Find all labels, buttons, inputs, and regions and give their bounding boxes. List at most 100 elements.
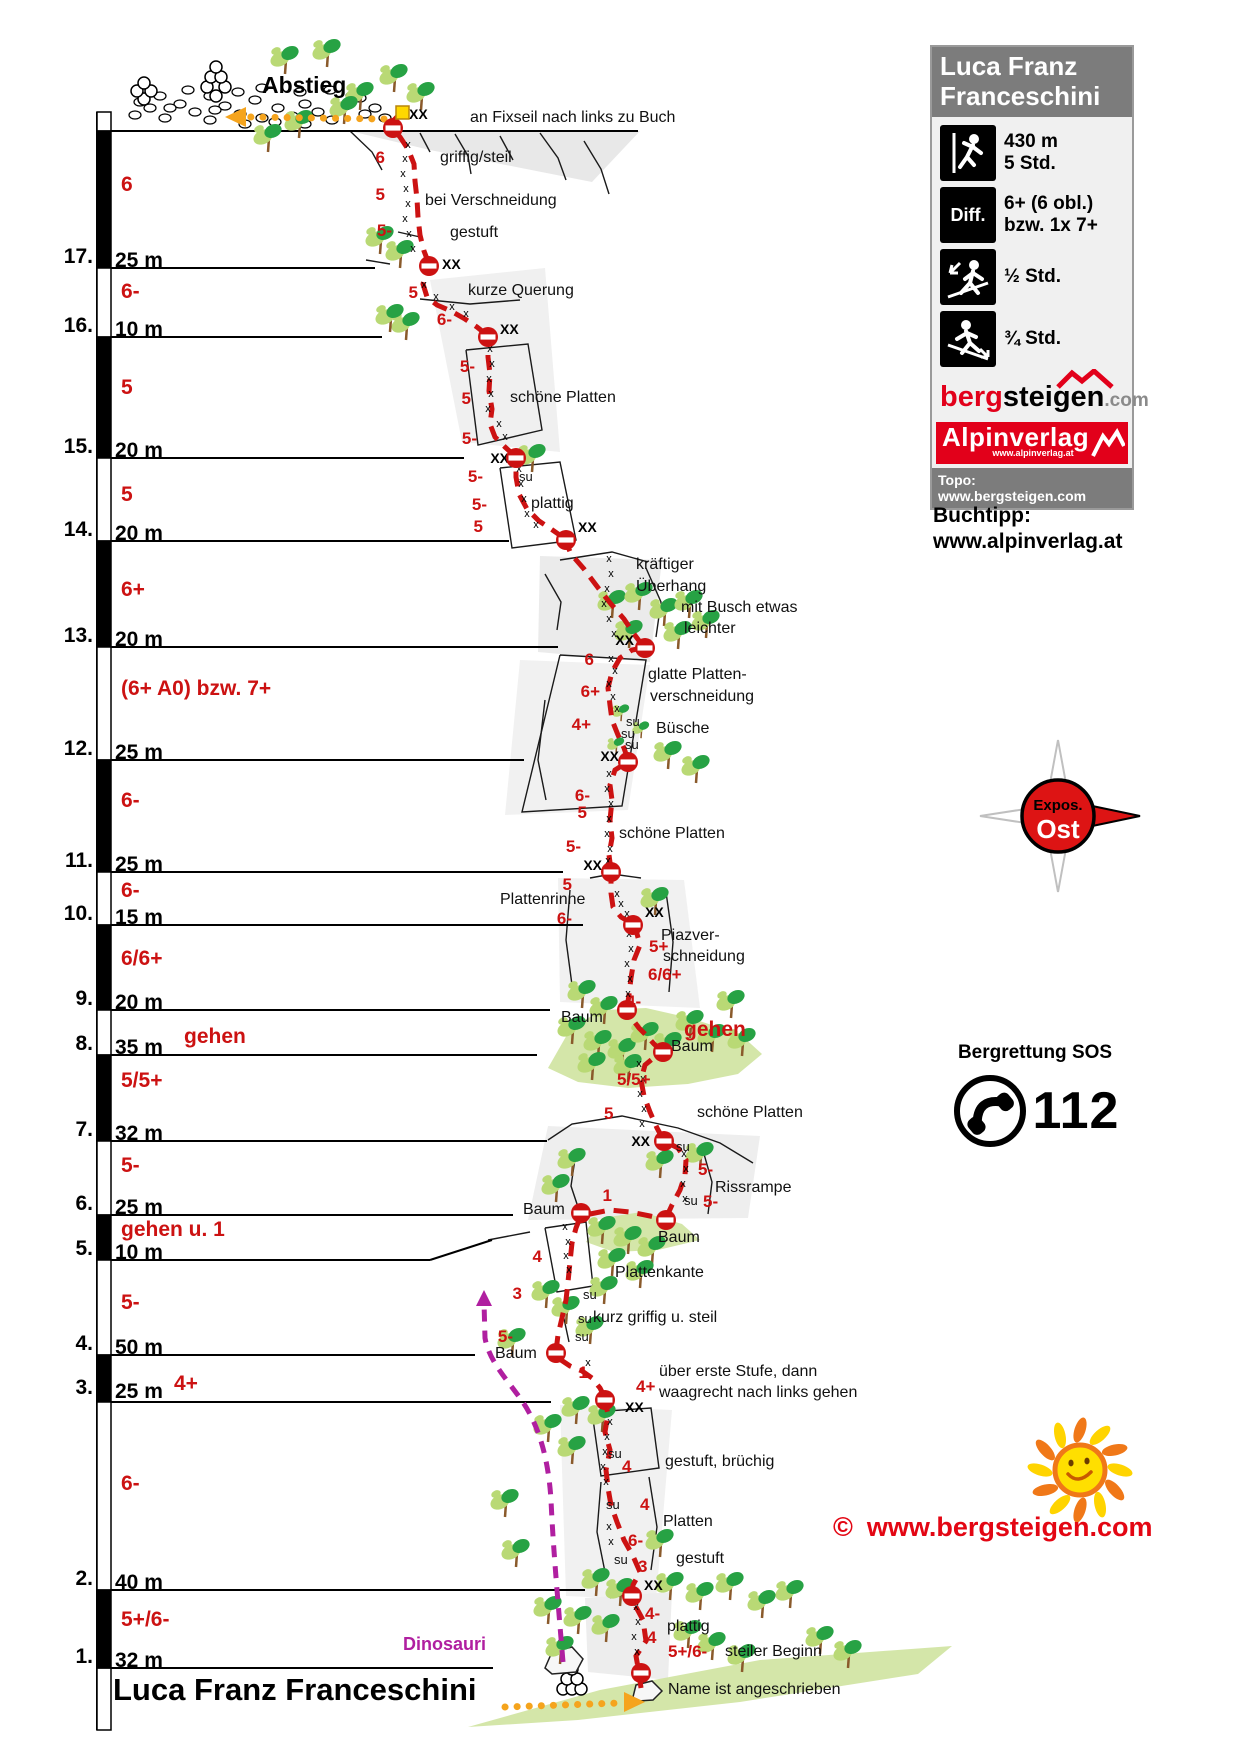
tree-foliage-dark [340, 95, 358, 111]
bolt-x-mark: x [533, 519, 539, 531]
sun-smile [1066, 1470, 1093, 1481]
tree-icon [379, 63, 408, 93]
bolt-x-mark: x [488, 388, 494, 400]
sun-ray [1073, 1497, 1087, 1523]
route-title-line1: Luca Franz [940, 51, 1078, 81]
rock-face-shading [350, 131, 640, 182]
route-grade-label: 5- [566, 837, 581, 856]
belay-ring-icon [618, 752, 638, 772]
bolt-x-mark: x [518, 478, 524, 490]
tree-foliage-leaf [558, 1437, 568, 1445]
tree-foliage-dark [696, 1581, 714, 1597]
belay-ring-slot [625, 922, 641, 928]
scree-stone [128, 110, 142, 120]
pitch-bar-segment [96, 646, 112, 761]
tree-foliage-leaf [380, 65, 390, 73]
bolt-x-mark: x [606, 678, 612, 690]
bolt-x-mark: x [502, 431, 508, 443]
route-annotation: Piazver- [661, 927, 720, 944]
scree-stone [208, 105, 222, 115]
belay-xx-label: XX [583, 857, 602, 873]
topo-credit: Topo: www.bergsteigen.com [932, 468, 1132, 508]
pitch-length: 25 m [115, 741, 163, 764]
tree-foliage-leaf [346, 83, 356, 91]
difficulty-icon-label: Diff. [950, 204, 986, 225]
tree-foliage-leaf [686, 1583, 696, 1591]
approach-arrow-dots [501, 1699, 624, 1711]
pitch-length: 25 m [115, 1380, 163, 1403]
bolt-x-mark: x [634, 1646, 640, 1658]
pitch-number: 2. [75, 1567, 93, 1590]
route-annotation: waagrecht nach links gehen [658, 1384, 857, 1401]
tree-foliage-leaf [748, 1591, 758, 1599]
rescue-label: Bergrettung SOS [957, 1042, 1113, 1063]
tree-icon [625, 1259, 654, 1289]
tree-icon [653, 740, 682, 770]
rock-face-shading [558, 878, 700, 1008]
scree-stone [143, 103, 157, 113]
difficulty-icon: Diff. [940, 187, 996, 243]
stat-row-approach: ½ Std. [940, 249, 1128, 305]
tree-foliage-leaf [576, 1317, 586, 1325]
rock-crack-line [499, 135, 514, 161]
bolt-x-mark: x [449, 301, 455, 313]
route-annotation: glatte Platten- [648, 666, 747, 683]
route-annotation: Baum [495, 1345, 537, 1362]
tree-icon [561, 1395, 590, 1425]
route-annotation: kräftiger [636, 556, 694, 573]
route-grade-label: 6 [585, 650, 594, 669]
copyright-watermark: © www.bergsteigen.com [833, 1512, 1152, 1543]
tree-icon [674, 589, 703, 619]
sun-ray [1032, 1483, 1059, 1497]
tree-icon [533, 1595, 562, 1625]
tree-foliage-leaf [615, 621, 625, 629]
tree-foliage-leaf [607, 738, 614, 743]
route-grade-label: 6- [437, 310, 452, 329]
bolt-x-mark: x [604, 1431, 610, 1443]
descent-time: ¾ Std. [1004, 328, 1062, 349]
pitch-length: 20 m [115, 991, 163, 1014]
tree-foliage-dark [586, 1315, 604, 1331]
thread-su-mark: su [626, 714, 640, 729]
bolt-x-mark: x [410, 243, 416, 255]
bolt-x-mark: x [611, 628, 617, 640]
route-grade-label: 6/6+ [648, 965, 682, 984]
tree-foliage-leaf [664, 622, 674, 630]
tree-foliage-dark [578, 979, 596, 995]
tree-icon [597, 1247, 626, 1277]
tree-foliage-dark [758, 1589, 776, 1605]
route-grade-label: 4- [645, 1604, 660, 1623]
thread-su-mark: su [684, 1193, 698, 1208]
tree-foliage-leaf [407, 83, 417, 91]
tree-icon [365, 225, 394, 255]
belay-ring-icon [635, 638, 655, 658]
bolt-x-mark: x [627, 973, 633, 985]
route-grade-label: 5- [468, 467, 483, 486]
route-annotation: Platten [663, 1513, 713, 1530]
belay-ring-icon [656, 1210, 676, 1230]
route-grade-label: 4 [647, 1628, 657, 1647]
route-grade-label: 5 [409, 283, 418, 302]
tree-icon [490, 1488, 519, 1518]
tree-icon [253, 123, 282, 153]
tree-icon [833, 1639, 862, 1669]
tree-icon [685, 1141, 714, 1171]
tree-icon [675, 1009, 704, 1039]
route-annotation: kurze Querung [468, 282, 574, 299]
scree-stone [203, 115, 217, 125]
bolt-x-mark: x [485, 403, 491, 415]
tree-icon [805, 1625, 834, 1655]
route-grade-label: 3 [638, 1557, 647, 1576]
tree-foliage-dark [592, 1567, 610, 1583]
bolt-x-mark: x [612, 665, 618, 677]
thread-su-mark: su [575, 1329, 589, 1344]
approach-hiker-icon [940, 249, 996, 305]
tree-foliage-leaf [698, 1633, 708, 1641]
bolt-x-mark: x [631, 1631, 637, 1643]
rock-crack-line [349, 130, 383, 171]
bolt-x-mark: x [608, 798, 614, 810]
tree-foliage-leaf [656, 1573, 666, 1581]
tree-foliage-dark [512, 1538, 530, 1554]
tree-foliage-leaf [692, 611, 702, 619]
route-annotation: Überhang [636, 577, 706, 595]
